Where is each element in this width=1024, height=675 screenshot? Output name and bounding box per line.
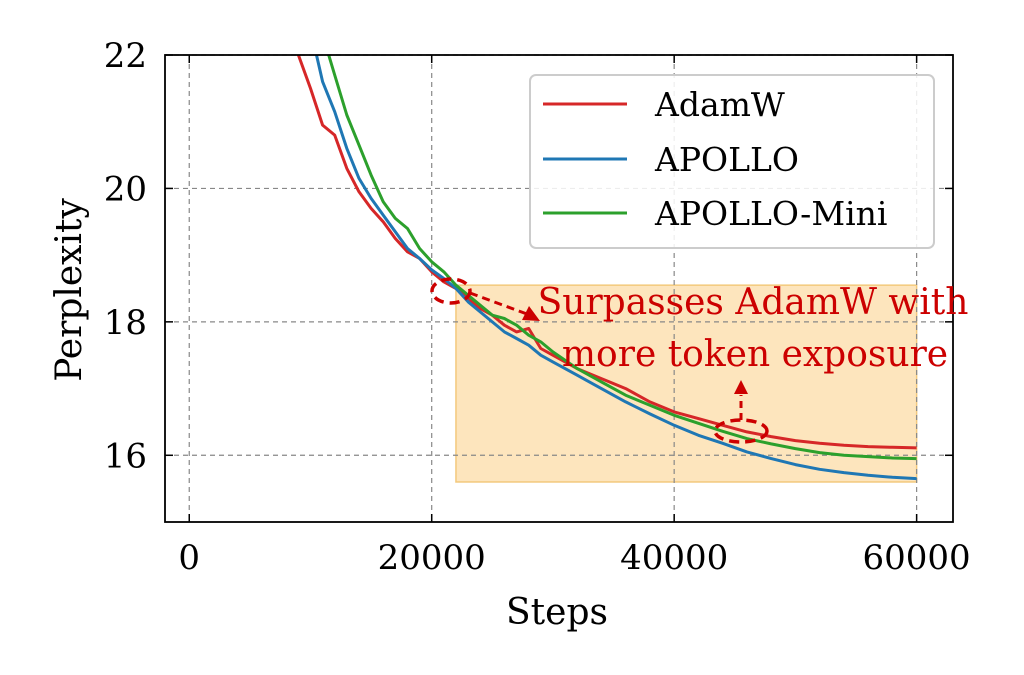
annotation-shapes bbox=[430, 277, 769, 444]
tick-layer: 0 20000 40000 60000 16 18 20 22 bbox=[104, 36, 971, 578]
legend-box bbox=[529, 74, 935, 249]
annotation-ellipse-gap bbox=[713, 418, 769, 444]
legend-label-apollo: APOLLO bbox=[654, 140, 799, 179]
y-axis-title: Perplexity bbox=[49, 198, 90, 382]
legend-label-apollo-mini: APOLLO-Mini bbox=[654, 194, 887, 233]
x-tick-label: 0 bbox=[178, 538, 200, 578]
annotation-arrowhead-gap bbox=[734, 380, 748, 394]
y-tick-label: 16 bbox=[104, 436, 147, 476]
x-axis-title: Steps bbox=[506, 592, 608, 633]
series-line-adamw bbox=[296, 55, 917, 450]
legend: AdamW APOLLO APOLLO-Mini bbox=[529, 74, 935, 249]
series-line-apollo-mini bbox=[327, 55, 917, 461]
y-tick-label: 22 bbox=[104, 36, 147, 76]
annotation-arrow-crossover bbox=[469, 291, 528, 316]
annotation-ellipse-crossover bbox=[430, 277, 472, 305]
annotation-line-2: more token exposure bbox=[562, 334, 948, 375]
annotation-line-1: Surpasses AdamW with bbox=[538, 282, 969, 323]
x-tick-label: 40000 bbox=[620, 538, 728, 578]
grid-layer bbox=[165, 54, 953, 522]
y-tick-label: 18 bbox=[104, 303, 147, 343]
series-layer bbox=[296, 55, 917, 481]
plot-frame bbox=[164, 54, 954, 523]
legend-label-adamw: AdamW bbox=[654, 85, 785, 124]
x-tick-label: 20000 bbox=[378, 538, 486, 578]
y-tick-label: 20 bbox=[104, 169, 147, 209]
annotation-arrowhead-crossover bbox=[522, 306, 540, 321]
series-line-apollo bbox=[315, 55, 917, 481]
x-tick-label: 60000 bbox=[863, 538, 971, 578]
